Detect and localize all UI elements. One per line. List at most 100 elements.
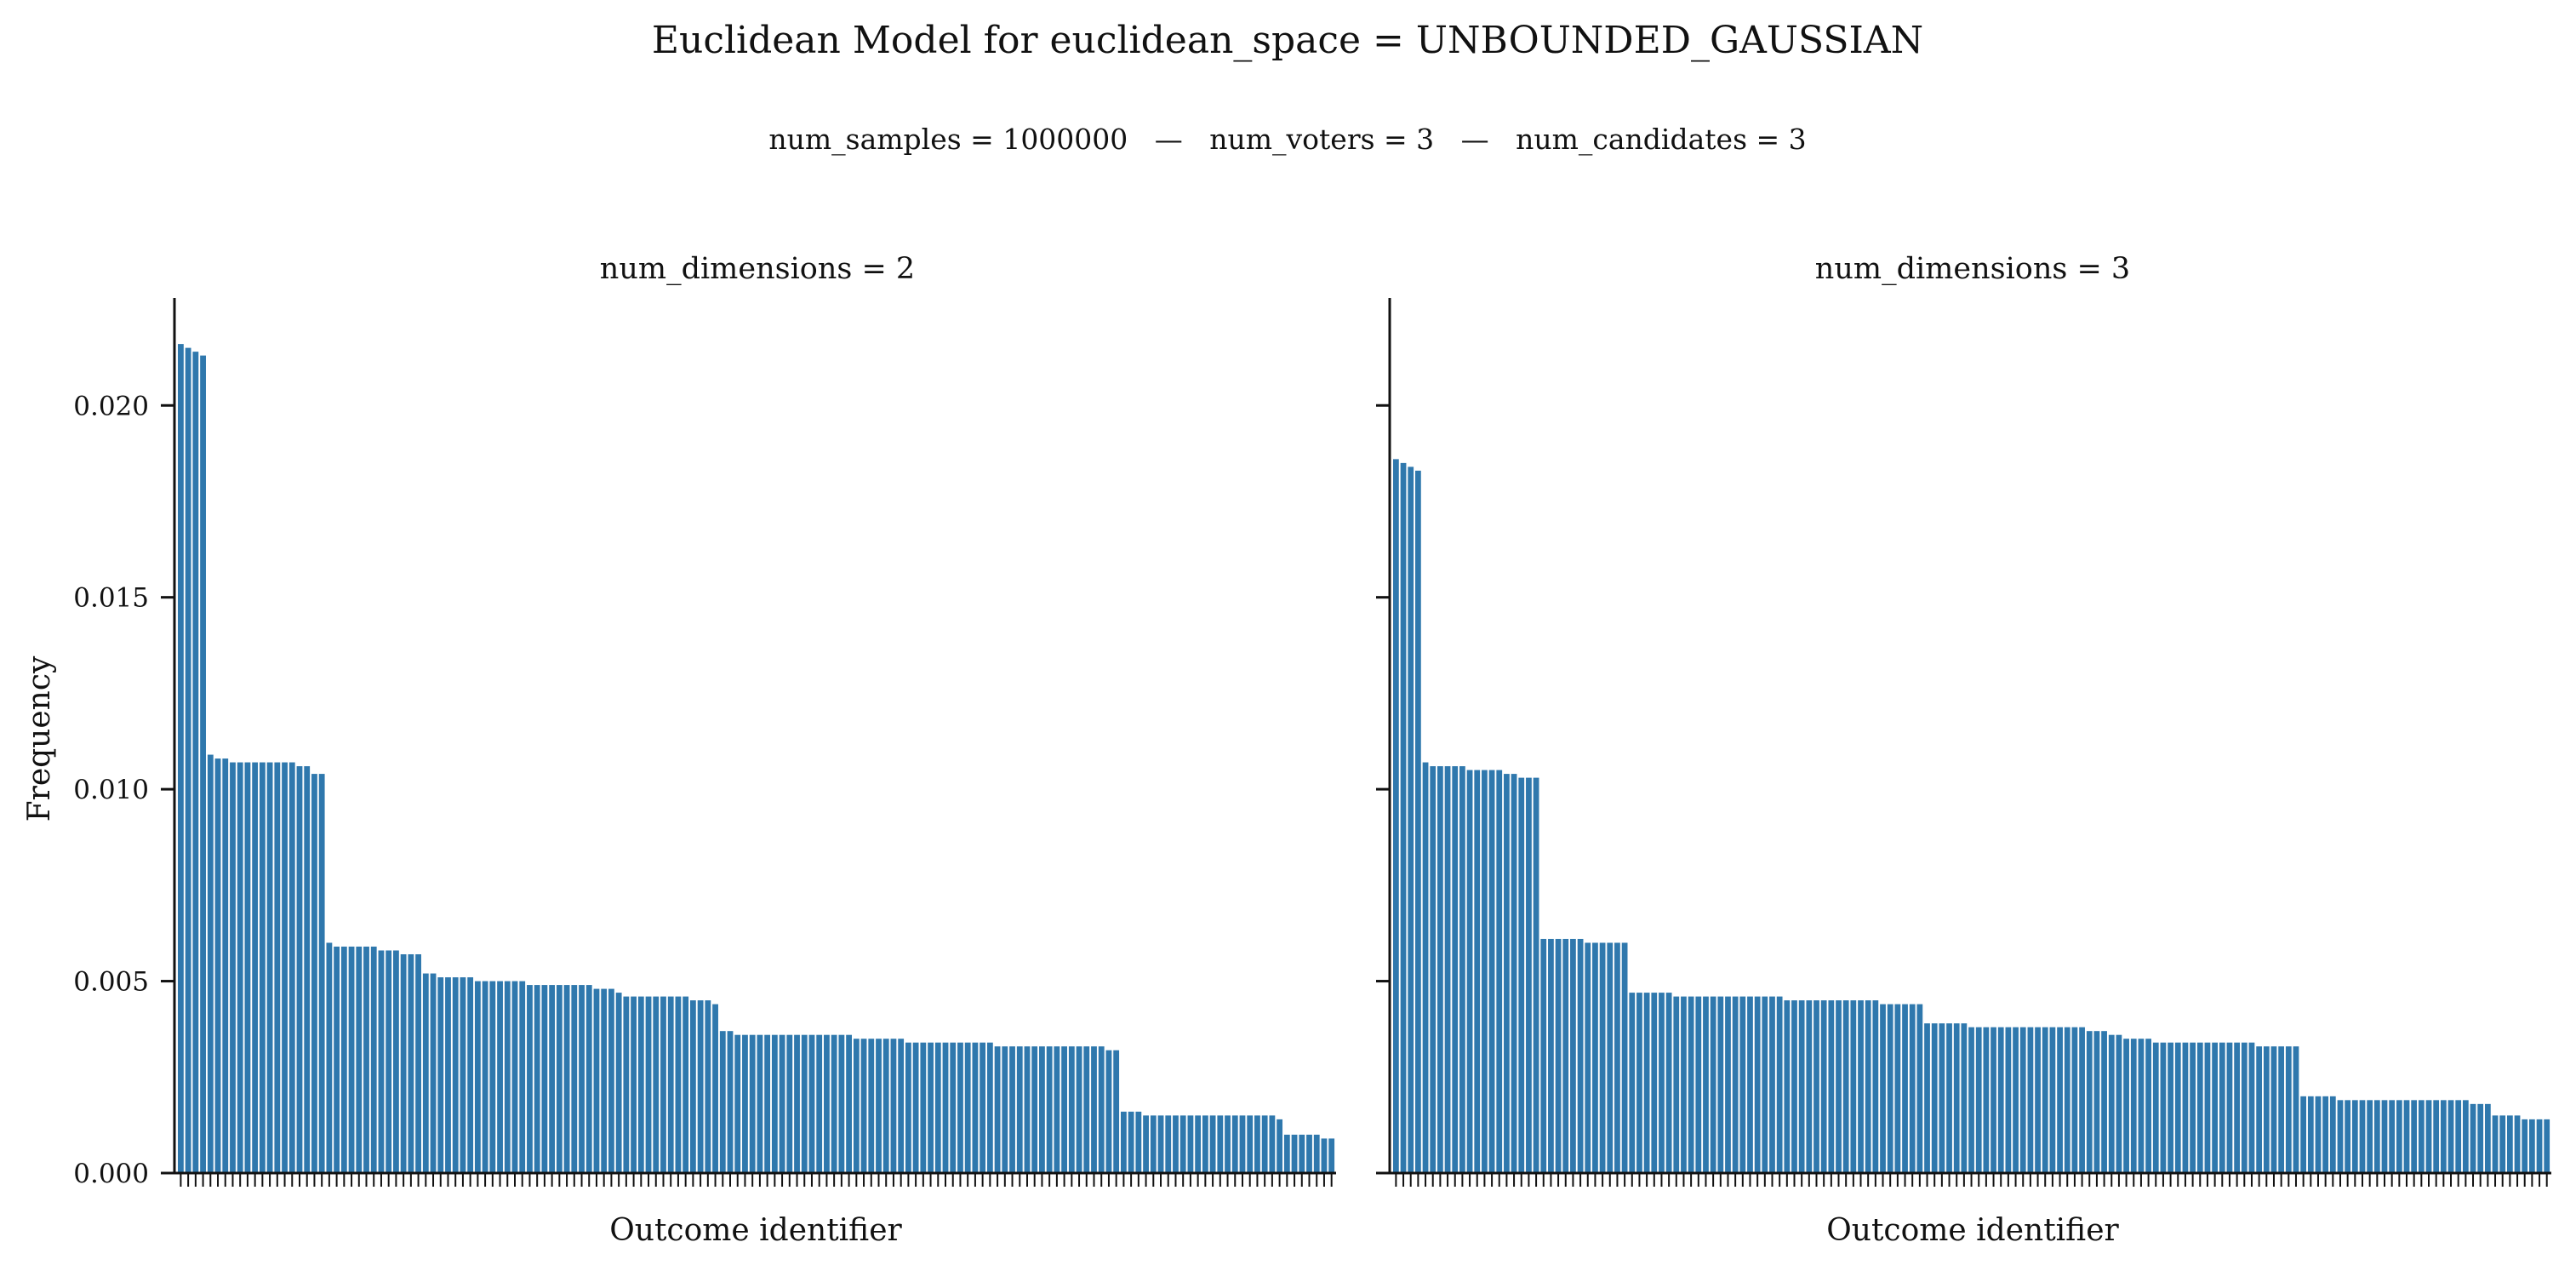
bar <box>1444 766 1451 1173</box>
bar <box>1291 1134 1298 1173</box>
y-tick-label: 0.020 <box>73 391 149 421</box>
bar <box>1283 1134 1290 1173</box>
bar <box>1046 1046 1053 1173</box>
bar <box>2389 1100 2396 1173</box>
bar <box>386 950 392 1173</box>
bar <box>749 1034 756 1173</box>
bar <box>1474 770 1481 1173</box>
bar <box>2322 1096 2329 1173</box>
bar <box>705 1000 711 1173</box>
bar <box>318 774 325 1173</box>
bar <box>2418 1100 2425 1173</box>
bar <box>1732 996 1739 1173</box>
bar <box>637 996 644 1173</box>
bar <box>244 762 251 1173</box>
bar <box>2329 1096 2336 1173</box>
bar <box>1659 993 1665 1173</box>
bar <box>1991 1027 1996 1173</box>
bar <box>511 981 518 1173</box>
bar <box>460 977 466 1173</box>
bar <box>631 996 637 1173</box>
bar <box>964 1042 971 1173</box>
bar <box>1269 1115 1276 1173</box>
bar <box>1585 942 1591 1173</box>
bar <box>1688 996 1694 1173</box>
bar <box>2079 1027 2085 1173</box>
bar <box>393 950 399 1173</box>
bar <box>1540 938 1547 1173</box>
bar <box>1113 1050 1120 1173</box>
bar <box>1157 1115 1164 1173</box>
bar <box>1247 1115 1254 1173</box>
bar <box>816 1034 823 1173</box>
bar <box>2160 1042 2167 1173</box>
bar <box>2152 1042 2159 1173</box>
bar <box>912 1042 919 1173</box>
bar <box>1717 996 1724 1173</box>
bar <box>1496 770 1503 1173</box>
bar <box>237 762 243 1173</box>
bar <box>2005 1027 2012 1173</box>
bar <box>556 985 563 1173</box>
bar <box>1187 1115 1194 1173</box>
bar <box>356 946 363 1173</box>
bar <box>1054 1046 1060 1173</box>
bar <box>2145 1039 2151 1173</box>
bar <box>1555 938 1562 1173</box>
bar <box>2433 1100 2440 1173</box>
bar <box>920 1042 927 1173</box>
bar <box>2278 1046 2285 1173</box>
bar <box>801 1034 808 1173</box>
bar <box>430 973 437 1173</box>
bar <box>1548 938 1554 1173</box>
bar <box>2293 1046 2299 1173</box>
y-tick-label: 0.010 <box>73 775 149 805</box>
bar <box>1430 766 1437 1173</box>
bar <box>2019 1027 2026 1173</box>
bar <box>541 985 548 1173</box>
bar <box>192 352 199 1173</box>
bar <box>1968 1027 1974 1173</box>
bar <box>2196 1042 2203 1173</box>
bar <box>1651 993 1658 1173</box>
bar <box>1143 1115 1149 1173</box>
bar <box>1306 1134 1312 1173</box>
subplot-num-dimensions-3: num_dimensions = 3 Outcome identifier <box>1376 252 2551 1248</box>
bar <box>980 1042 986 1173</box>
bar <box>1997 1027 2004 1173</box>
bar <box>1254 1115 1260 1173</box>
bar <box>1105 1050 1112 1173</box>
bar <box>207 754 214 1173</box>
bar <box>779 1034 785 1173</box>
bar <box>1195 1115 1202 1173</box>
bar <box>1076 1046 1082 1173</box>
bar <box>2440 1100 2447 1173</box>
bar <box>1798 1000 1805 1173</box>
bar <box>2226 1042 2233 1173</box>
x-ticks <box>1395 1173 2548 1187</box>
x-axis-label: Outcome identifier <box>609 1213 902 1248</box>
bar <box>482 981 488 1173</box>
bar <box>185 347 191 1173</box>
bar <box>986 1042 993 1173</box>
bar <box>1400 462 1407 1173</box>
bar <box>2484 1103 2491 1173</box>
x-ticks <box>180 1173 1333 1187</box>
bar <box>252 762 259 1173</box>
bar <box>1725 996 1731 1173</box>
bar <box>1842 1000 1849 1173</box>
bar <box>1577 938 1584 1173</box>
bar <box>1321 1138 1328 1173</box>
bar <box>2057 1027 2063 1173</box>
bar <box>2315 1096 2322 1173</box>
bar <box>1791 1000 1797 1173</box>
bar <box>445 977 451 1173</box>
bar <box>1024 1046 1031 1173</box>
bar <box>1083 1046 1090 1173</box>
bar <box>2248 1042 2255 1173</box>
bar <box>1415 470 1421 1173</box>
bar <box>1173 1115 1179 1173</box>
y-axis-label: Frequency <box>22 655 57 821</box>
bar <box>2086 1031 2093 1173</box>
